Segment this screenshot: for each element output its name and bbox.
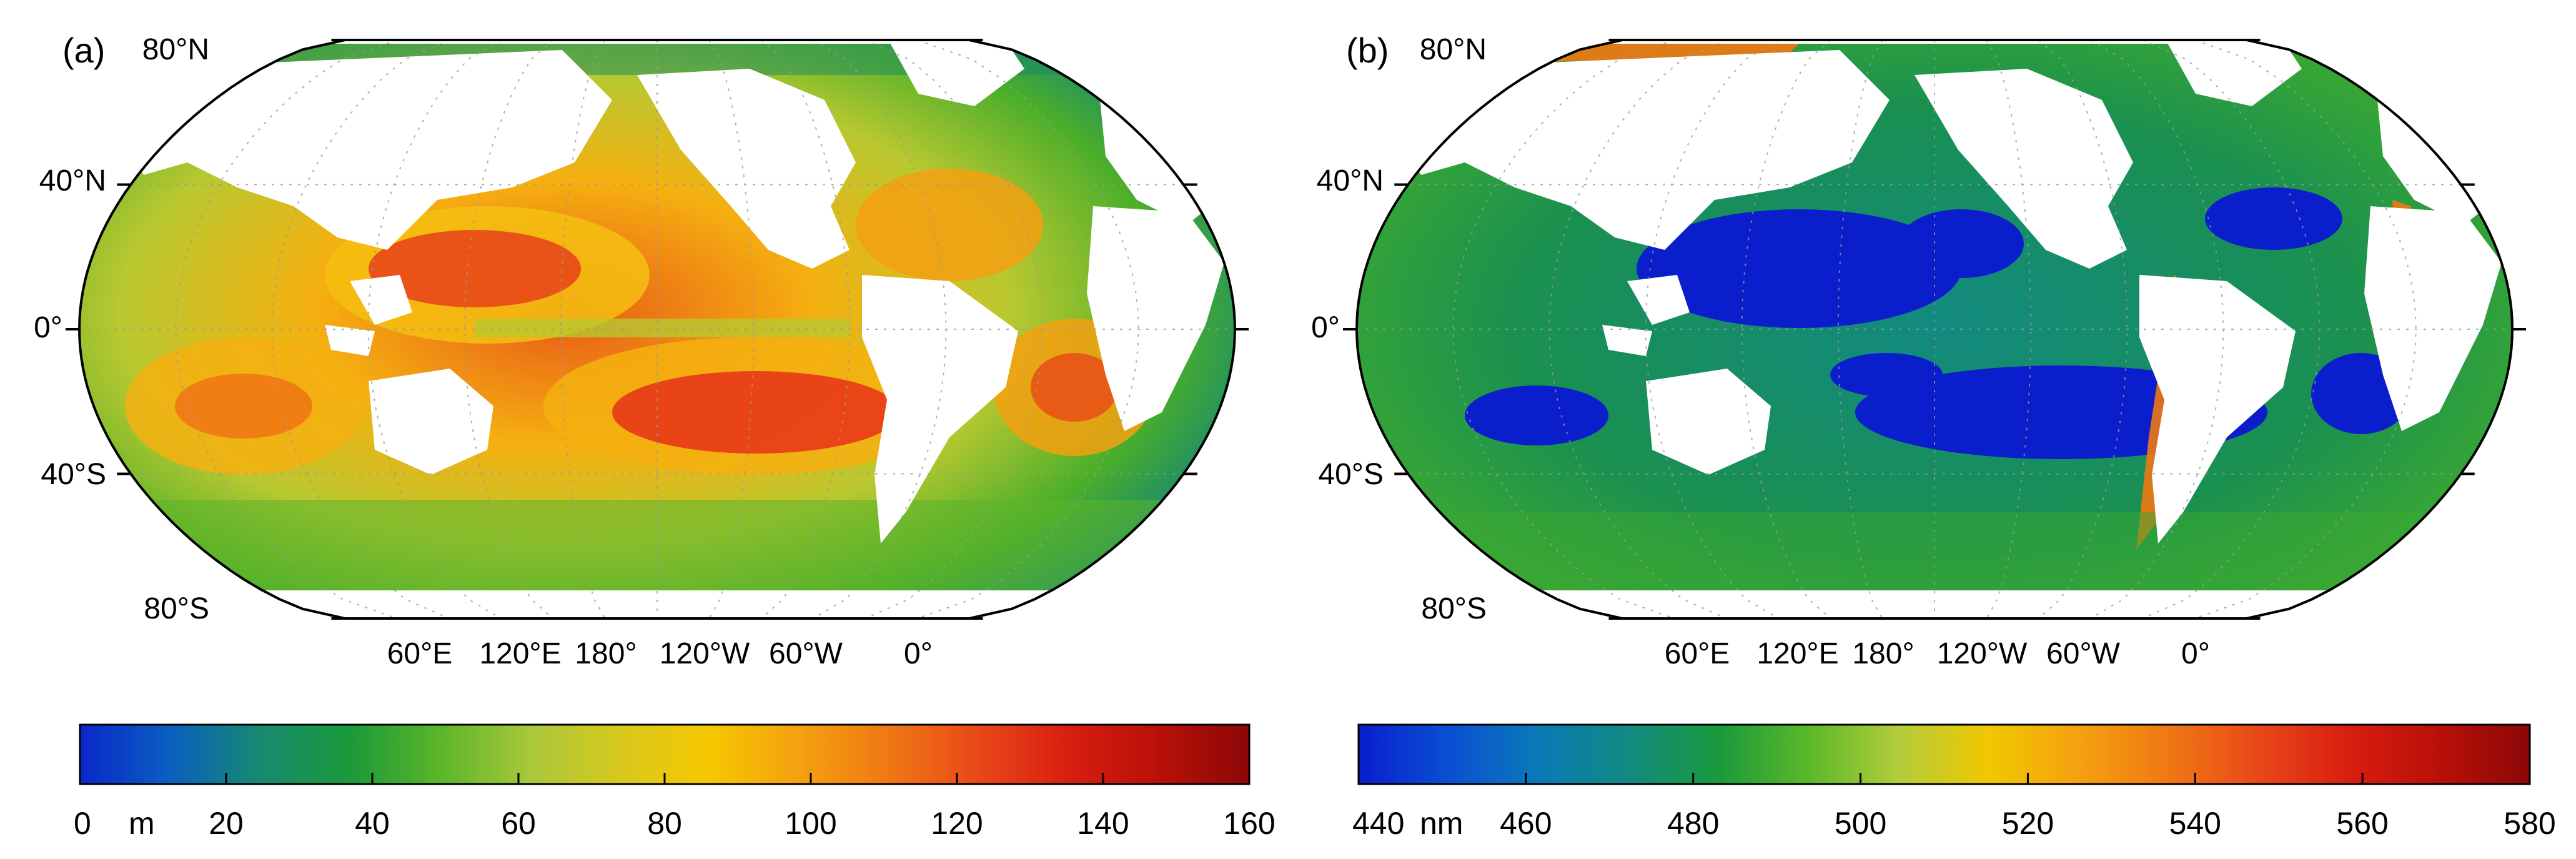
lat-label: 80°N (1420, 33, 1487, 66)
colorbar-strip (1357, 723, 2531, 785)
lon-label: 60°W (2046, 637, 2121, 670)
panel-letter: (b) (1346, 31, 1389, 70)
lon-label: 60°W (769, 637, 843, 670)
lat-label: 80°S (144, 592, 209, 625)
graticule-a (79, 39, 1235, 619)
map-outline-b (1355, 38, 2514, 620)
latitude-labels-a: 80°N 40°N 0° 40°S 80°S (34, 33, 209, 625)
lon-label: 180° (575, 637, 637, 670)
lat-label: 40°S (1318, 458, 1384, 491)
colorbar-tick-label: 40 (355, 806, 390, 841)
graticule-meridian (1548, 39, 1727, 619)
colorbar-b: 440 460 480 500 520 540 560 580 nm (1352, 723, 2556, 841)
graticule-meridian (1452, 39, 1675, 619)
colorbar-tick-labels: 440 460 480 500 520 540 560 580 (1352, 806, 2556, 841)
colorbar-tick-label: 20 (209, 806, 244, 841)
colorbar-tick-label: 460 (1500, 806, 1552, 841)
colorbar-tick-label: 560 (2336, 806, 2388, 841)
graticule-meridian (367, 39, 502, 619)
graticule-meridian (813, 39, 947, 619)
colorbar-tick-label: 120 (931, 806, 983, 841)
lat-label: 80°S (1421, 592, 1487, 625)
lon-label: 60°E (1665, 637, 1730, 670)
graticule-b (1357, 39, 2512, 619)
colorbar-tick-label: 480 (1667, 806, 1719, 841)
colorbar-tick-label: 160 (1223, 806, 1275, 841)
lon-label: 180° (1852, 637, 1914, 670)
lon-label: 120°E (479, 637, 561, 670)
colorbar-tick-label: 540 (2169, 806, 2221, 841)
lat-label: 40°S (41, 458, 106, 491)
map-panel-a: (a) (34, 31, 1276, 841)
lat-label: 40°N (1317, 164, 1384, 197)
colorbar-tick-label: 440 (1352, 806, 1404, 841)
colorbar-tick-label: 520 (2002, 806, 2054, 841)
lon-label: 0° (904, 637, 933, 670)
map-panel-b: (b) (1311, 31, 2556, 841)
graticule-meridian (2090, 39, 2224, 619)
colorbar-a: 0 20 40 60 80 100 120 140 160 m (74, 723, 1276, 841)
colorbar-tick-label: 80 (647, 806, 682, 841)
lon-label: 120°W (1937, 637, 2028, 670)
colorbar-tick-label: 140 (1077, 806, 1129, 841)
longitude-labels-a: 60°E 120°E 180° 120°W 60°W 0° (387, 637, 933, 670)
colorbar-ticks (79, 773, 1251, 784)
panel-letter: (a) (62, 31, 105, 70)
graticule-meridian (1645, 39, 1779, 619)
colorbar-tick-label: 500 (1835, 806, 1886, 841)
graticule-meridian (2194, 39, 2417, 619)
colorbar-unit: nm (1420, 806, 1463, 841)
latitude-labels-b: 80°N 40°N 0° 40°S 80°S (1311, 33, 1487, 625)
graticule-meridian (760, 39, 851, 619)
colorbar-tick-label: 0 (74, 806, 91, 841)
lat-label: 0° (1311, 311, 1340, 344)
graticule-meridian (1741, 39, 1831, 619)
graticule-meridian (916, 39, 1139, 619)
colorbar-ticks (1357, 773, 2531, 784)
lon-label: 120°W (660, 637, 750, 670)
graticule-meridian (864, 39, 1043, 619)
colorbar-tick-label: 100 (785, 806, 836, 841)
longitude-labels-b: 60°E 120°E 180° 120°W 60°W 0° (1665, 637, 2210, 670)
colorbar-tick-labels: 0 20 40 60 80 100 120 140 160 (74, 806, 1276, 841)
graticule-meridian (2142, 39, 2321, 619)
lat-label: 0° (34, 311, 62, 344)
colorbar-tick-label: 60 (501, 806, 536, 841)
lat-label: 80°N (142, 33, 209, 66)
lon-label: 0° (2181, 637, 2210, 670)
colorbar-tick-label: 580 (2504, 806, 2555, 841)
lat-label: 40°N (39, 164, 106, 197)
graticule-meridian (463, 39, 554, 619)
graticule-meridian (2038, 39, 2128, 619)
lon-label: 60°E (387, 637, 453, 670)
graticule-meridian (175, 39, 398, 619)
lon-label: 120°E (1756, 637, 1838, 670)
graticule-meridian (271, 39, 450, 619)
map-outline-a (77, 38, 1237, 620)
colorbar-unit: m (129, 806, 155, 841)
